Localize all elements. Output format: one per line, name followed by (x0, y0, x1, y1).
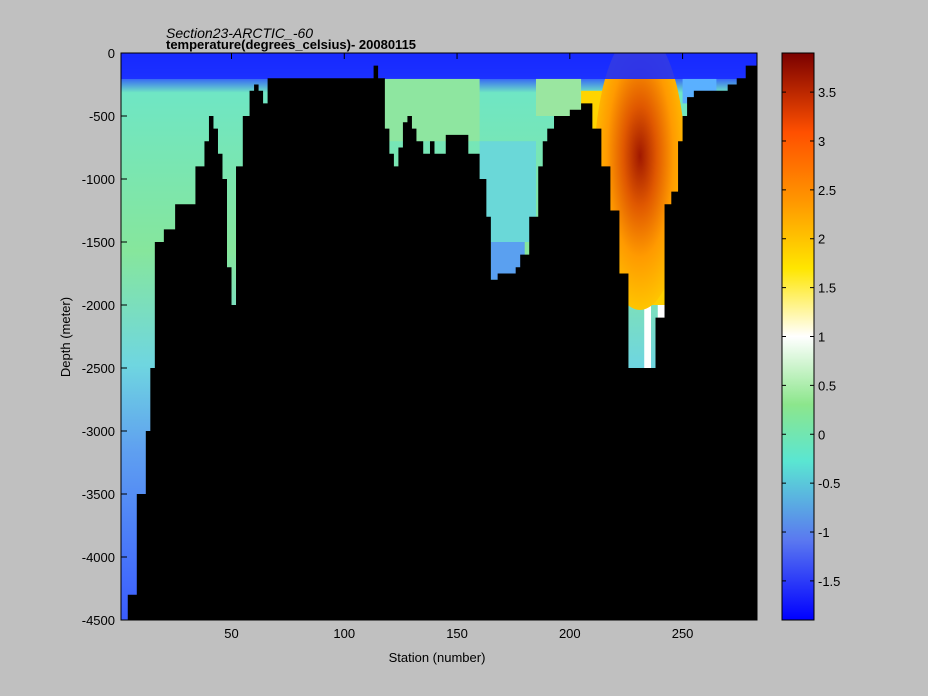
colorbar-tick-label: 1 (818, 330, 825, 345)
y-tick-label: -2500 (82, 361, 115, 376)
colorbar-ticks: -1.5 -1 -0.5 0 0.5 1 1.5 2 2.5 3 3.5 (782, 85, 840, 589)
colorbar: -1.5 -1 -0.5 0 0.5 1 1.5 2 2.5 3 3.5 (781, 52, 840, 621)
colorbar-tick-label: 2 (818, 232, 825, 247)
y-tick-label: -4500 (82, 613, 115, 628)
y-tick-label: -4000 (82, 550, 115, 565)
colorbar-tick-label: -1.5 (818, 574, 840, 589)
x-axis-ticks: 50 100 150 200 250 (224, 53, 693, 641)
colorbar-tick-label: 3.5 (818, 85, 836, 100)
y-tick-label: -3500 (82, 487, 115, 502)
plot-frame (120, 52, 758, 621)
colorbar-tick-label: -0.5 (818, 476, 840, 491)
chart-subtitle: temperature(degrees_celsius)- 20080115 (166, 37, 416, 52)
colorbar-tick-label: 0 (818, 427, 825, 442)
y-tick-label: -500 (89, 109, 115, 124)
surface-cold-layer (121, 53, 757, 79)
x-tick-label: 150 (446, 626, 468, 641)
temperature-cell (644, 305, 651, 368)
chart-title: Section23-ARCTIC_-60 (166, 25, 313, 41)
x-tick-label: 250 (672, 626, 694, 641)
y-tick-label: 0 (108, 46, 115, 61)
plot-area (120, 52, 758, 621)
y-tick-label: -3000 (82, 424, 115, 439)
x-axis-label: Station (number) (389, 650, 486, 665)
x-tick-label: 50 (224, 626, 238, 641)
y-axis-label: Depth (meter) (58, 297, 73, 377)
colorbar-tick-label: 0.5 (818, 378, 836, 393)
y-axis-ticks: 0 -500 -1000 -1500 -2000 -2500 -3000 -3500 -4000… (82, 46, 757, 628)
colorbar-tick-label: 3 (818, 134, 825, 149)
x-tick-label: 100 (333, 626, 355, 641)
temperature-cell (373, 78, 480, 142)
colorbar-tick-label: -1 (818, 525, 830, 540)
x-tick-label: 200 (559, 626, 581, 641)
y-tick-label: -2000 (82, 298, 115, 313)
bathymetry-mask (121, 59, 757, 620)
y-tick-label: -1000 (82, 172, 115, 187)
colorbar-tick-label: 1.5 (818, 281, 836, 296)
colorbar-gradient (782, 53, 814, 620)
y-tick-label: -1500 (82, 235, 115, 250)
colorbar-tick-label: 2.5 (818, 183, 836, 198)
